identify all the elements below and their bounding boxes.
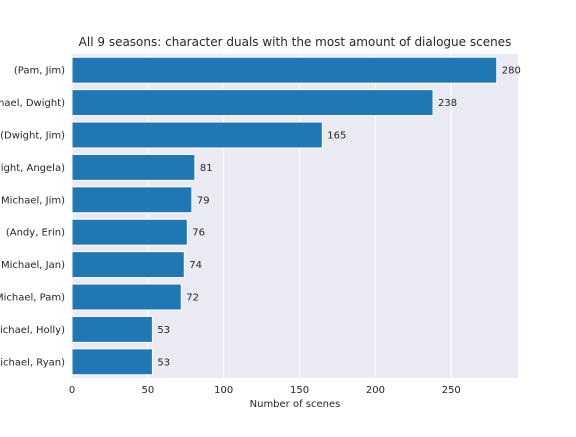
y-tick-label: (Michael, Pam) [0,293,65,304]
bar-value-label: 76 [192,228,205,239]
bar [71,348,153,376]
x-tick-label: 150 [290,385,309,396]
y-tick-label: (Michael, Jan) [0,260,65,271]
bar-value-label: 79 [197,195,210,206]
bar [71,251,185,279]
x-tick-label: 0 [69,385,75,396]
bar-value-label: 72 [186,293,199,304]
y-tick-label: (Dwight, Jim) [0,131,65,142]
bar [71,218,188,246]
bar-value-label: 53 [157,357,170,368]
chart-title: All 9 seasons: character duals with the … [79,35,512,49]
bar [71,315,153,343]
x-tick-label: 100 [214,385,233,396]
x-axis-label: Number of scenes [250,399,341,410]
y-axis-tick-labels: (Pam, Jim) (Michael, Dwight) (Dwight, Jim)… [0,66,65,369]
bar [71,89,434,117]
bar-value-label: 81 [200,163,213,174]
bar [71,283,182,311]
data-labels: 280 238 165 81 79 76 74 72 53 53 [157,66,520,369]
bar-value-label: 238 [438,98,457,109]
bars [71,56,498,376]
y-tick-label: (Michael, Holly) [0,325,65,336]
bar [71,56,498,84]
x-tick-label: 200 [366,385,385,396]
y-tick-label: (Dwight, Angela) [0,163,65,174]
y-tick-label: (Michael, Dwight) [0,98,65,109]
bar-value-label: 53 [157,325,170,336]
bar [71,121,323,149]
x-tick-label: 50 [141,385,154,396]
bar-value-label: 280 [502,66,521,77]
x-tick-label: 250 [442,385,461,396]
bar [71,153,196,181]
bar-value-label: 165 [327,131,346,142]
bar-value-label: 74 [189,260,202,271]
x-axis-tick-labels: 0 50 100 150 200 250 [69,385,461,396]
y-tick-label: (Michael, Ryan) [0,357,65,368]
y-tick-label: (Andy, Erin) [6,228,65,239]
y-tick-label: (Michael, Jim) [0,195,65,206]
bar [71,186,193,214]
y-tick-label: (Pam, Jim) [14,66,65,77]
